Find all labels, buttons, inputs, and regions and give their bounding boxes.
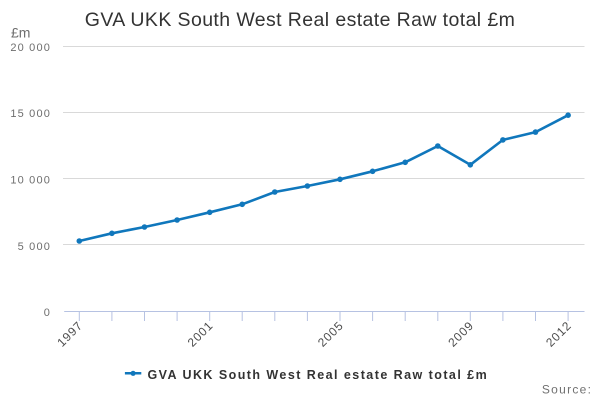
svg-text:GVA UKK South West Real estate: GVA UKK South West Real estate Raw total… xyxy=(148,368,489,382)
svg-text:Source:: Source: xyxy=(542,383,592,397)
svg-text:15 000: 15 000 xyxy=(10,108,51,120)
svg-text:20 000: 20 000 xyxy=(10,42,51,54)
svg-text:GVA UKK South West Real estate: GVA UKK South West Real estate Raw total… xyxy=(85,9,516,31)
svg-text:10 000: 10 000 xyxy=(10,175,51,187)
svg-text:0: 0 xyxy=(44,307,51,319)
svg-text:5 000: 5 000 xyxy=(18,241,51,253)
svg-text:£m: £m xyxy=(11,24,30,40)
